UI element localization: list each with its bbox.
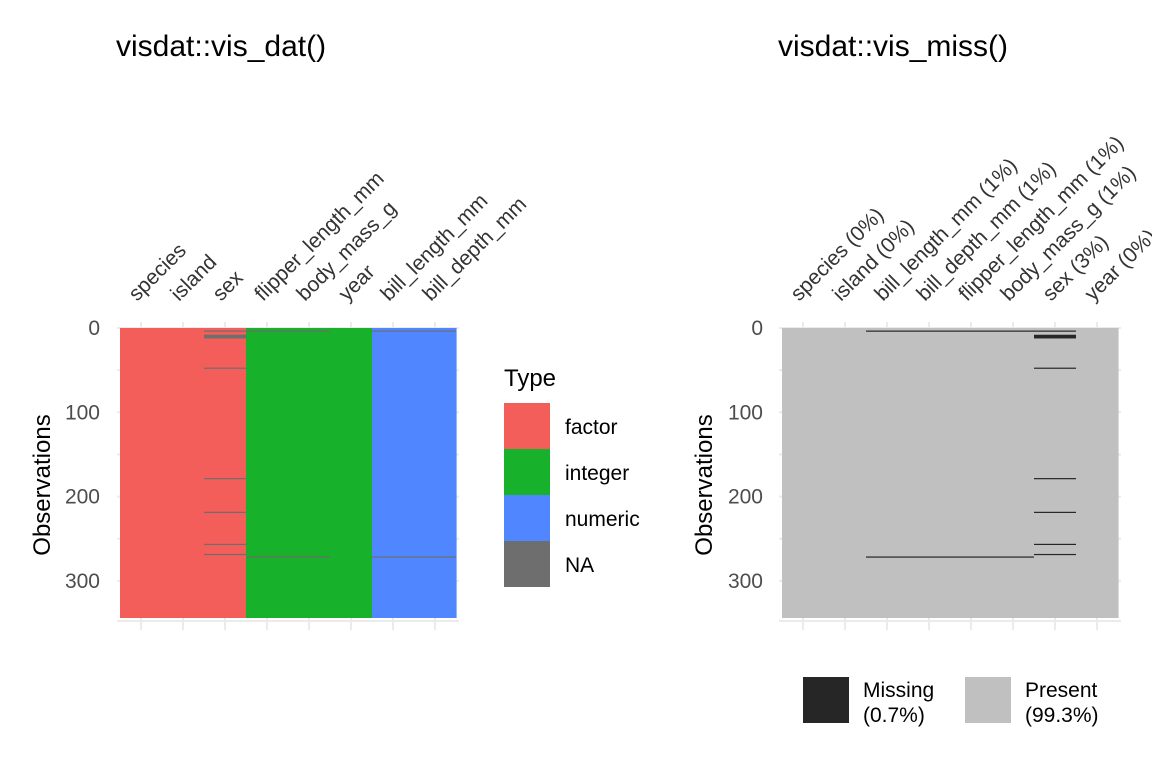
missing-mark	[204, 511, 246, 513]
tile-column-bill-depth-mm	[414, 328, 457, 618]
legend-label: Missing	[863, 679, 934, 702]
tile-column-flipper-length-mm-1	[950, 328, 993, 618]
legend-label: NA	[565, 554, 594, 577]
missing-mark	[1034, 336, 1076, 338]
missing-mark	[1034, 511, 1076, 513]
missing-mark	[992, 330, 1034, 332]
legend-swatch	[504, 449, 550, 495]
missing-mark	[908, 556, 950, 558]
chart-title: visdat::vis_dat()	[116, 30, 326, 63]
legend-label: integer	[565, 462, 629, 485]
missing-mark	[204, 337, 246, 339]
tile-column-bill-length-mm-1	[866, 328, 909, 618]
missing-mark	[1034, 553, 1076, 556]
tile-column-sex-3	[1034, 328, 1077, 618]
missing-mark	[1034, 543, 1076, 546]
y-tick-label: 100	[728, 401, 763, 424]
missing-mark	[414, 330, 456, 332]
y-axis-title: Observations	[691, 414, 718, 555]
tile-column-bill-length-mm	[372, 328, 415, 618]
tile-column-island	[162, 328, 205, 618]
legend-label: factor	[565, 416, 618, 439]
missing-mark	[372, 556, 414, 558]
x-axis: species (0%)island (0%)bill_length_mm (1…	[786, 132, 1152, 306]
heatmap-tiles	[120, 328, 457, 618]
missing-mark	[908, 330, 950, 332]
missing-mark	[204, 367, 246, 369]
missing-mark	[1034, 335, 1076, 337]
missing-mark	[372, 330, 414, 332]
tile-column-body-mass-g-1	[992, 328, 1035, 618]
tile-column-species	[120, 328, 163, 618]
legend-swatch	[504, 403, 550, 449]
chart-title: visdat::vis_miss()	[778, 30, 1008, 63]
missing-marks	[866, 330, 1076, 558]
tile-column-body-mass-g	[288, 328, 331, 618]
y-axis: 0 100 200 300 Observations	[29, 317, 100, 593]
tile-column-year	[330, 328, 373, 618]
missing-mark	[204, 478, 246, 480]
tile-column-flipper-length-mm	[246, 328, 289, 618]
missing-mark	[1034, 330, 1076, 332]
y-axis: 0 100 200 300 Observations	[691, 317, 763, 593]
missing-mark	[992, 556, 1034, 558]
tile-column-bill-depth-mm-1	[908, 328, 951, 618]
y-tick-label: 200	[728, 486, 763, 509]
legend: Type factor integer numeric NA	[504, 365, 640, 587]
missing-mark	[288, 556, 330, 558]
legend-title: Type	[504, 365, 556, 392]
missing-mark	[866, 556, 908, 558]
legend: Missing(0.7%) Present(99.3%)	[803, 677, 1099, 727]
missing-mark	[1034, 337, 1076, 339]
tile-column-species-0	[782, 328, 825, 618]
tile-column-island-0	[824, 328, 867, 618]
legend-label: (99.3%)	[1025, 704, 1099, 727]
missing-marks	[204, 330, 456, 558]
missing-mark	[950, 330, 992, 332]
missing-mark	[246, 330, 288, 332]
missing-mark	[204, 553, 246, 556]
legend-swatch	[504, 495, 550, 541]
legend-swatch	[965, 677, 1011, 723]
legend-swatch	[803, 677, 849, 723]
legend-label: (0.7%)	[863, 704, 925, 727]
missing-mark	[204, 330, 246, 332]
missing-mark	[414, 556, 456, 558]
y-tick-label: 0	[751, 317, 763, 340]
missing-mark	[246, 556, 288, 558]
legend-label: numeric	[565, 508, 640, 531]
missing-mark	[1034, 478, 1076, 480]
missing-mark	[288, 330, 330, 332]
y-tick-label: 300	[65, 570, 100, 593]
y-tick-label: 100	[65, 401, 100, 424]
y-tick-label: 200	[65, 486, 100, 509]
missing-mark	[866, 330, 908, 332]
tile-column-year-0	[1076, 328, 1119, 618]
heatmap-tiles	[782, 328, 1119, 618]
missing-mark	[950, 556, 992, 558]
y-tick-label: 300	[728, 570, 763, 593]
y-axis-title: Observations	[29, 414, 56, 555]
missing-mark	[1034, 334, 1076, 336]
missing-mark	[204, 336, 246, 338]
legend-swatch	[504, 541, 550, 587]
missing-mark	[1034, 367, 1076, 369]
missing-mark	[204, 543, 246, 546]
missing-mark	[204, 335, 246, 337]
tile-column-sex	[204, 328, 247, 618]
legend-label: Present	[1025, 679, 1098, 702]
missing-mark	[204, 334, 246, 336]
y-tick-label: 0	[88, 317, 100, 340]
